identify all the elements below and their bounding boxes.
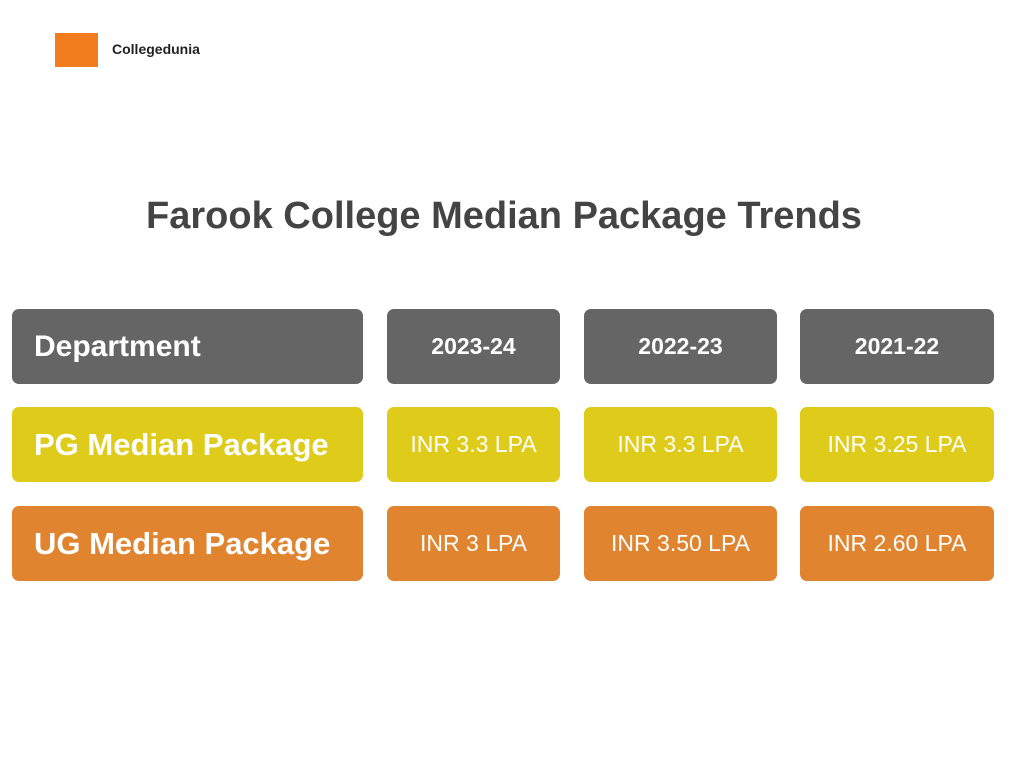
table-cell: INR 3.25 LPA bbox=[800, 407, 994, 482]
table-cell: 2021-22 bbox=[800, 309, 994, 384]
table-cell: Department bbox=[12, 309, 363, 384]
table-cell: INR 3.50 LPA bbox=[584, 506, 777, 581]
table-cell: 2022-23 bbox=[584, 309, 777, 384]
table-cell: UG Median Package bbox=[12, 506, 363, 581]
table-cell: 2023-24 bbox=[387, 309, 560, 384]
table-cell: PG Median Package bbox=[12, 407, 363, 482]
table-cell: INR 3.3 LPA bbox=[584, 407, 777, 482]
brand: Collegedunia bbox=[112, 41, 200, 57]
table-cell: INR 3.3 LPA bbox=[387, 407, 560, 482]
table-cell: INR 3 LPA bbox=[387, 506, 560, 581]
logo bbox=[55, 33, 98, 67]
table-cell: INR 2.60 LPA bbox=[800, 506, 994, 581]
title: Farook College Median Package Trends bbox=[146, 195, 862, 237]
